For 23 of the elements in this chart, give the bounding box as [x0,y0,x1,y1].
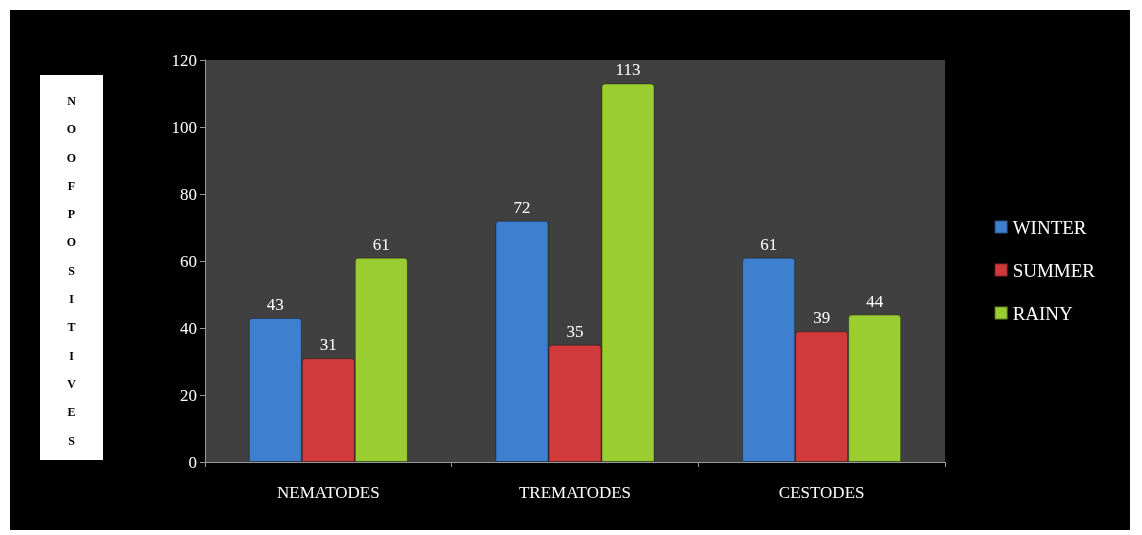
data-label: 35 [566,321,584,341]
data-label: 113 [615,60,641,80]
text: NOOFPOSITIVES [66,94,77,448]
data-label: 43 [266,294,284,314]
data-label: 61 [372,234,390,254]
data-label: 39 [813,308,831,328]
data-label: 31 [319,335,337,355]
data-label: 44 [866,291,884,311]
y-tick-label: 20 [180,385,197,405]
y-tick-label: 120 [171,50,197,70]
y-tick-label: 0 [188,452,197,472]
y-tick-label: 100 [171,117,197,137]
legend-label: RAINY [1012,302,1074,324]
x-tick-label: NEMATODES [277,483,380,502]
legend-label: SUMMER [1012,259,1096,281]
data-label: 72 [513,197,531,217]
data-label: 61 [760,234,778,254]
y-tick-label: 60 [180,251,197,271]
x-tick-label: CESTODES [778,483,865,502]
legend-label: WINTER [1012,216,1087,238]
x-tick-label: TREMATODES [518,483,632,502]
y-tick-label: 40 [180,318,197,338]
y-tick-label: 80 [180,184,197,204]
